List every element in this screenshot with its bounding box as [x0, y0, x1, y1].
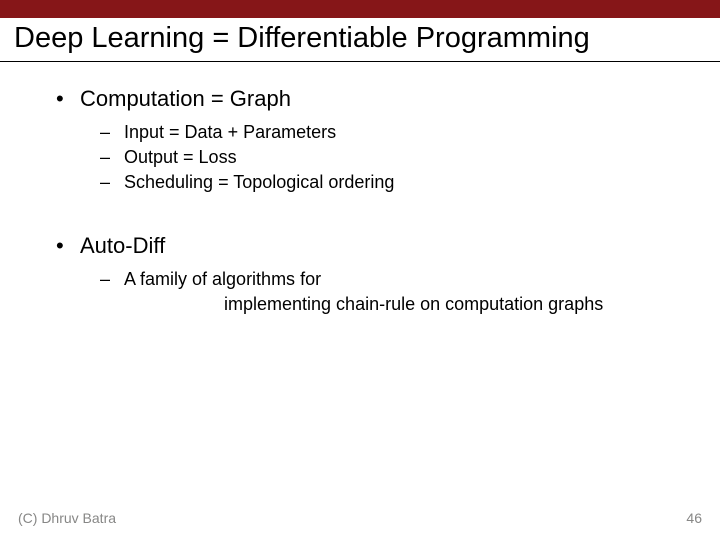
title-text: Deep Learning = Differentiable Programmi… — [14, 22, 590, 54]
copyright-text: (C) Dhruv Batra — [18, 510, 116, 526]
bullet-dot: • — [56, 233, 80, 259]
sub-item: –Input = Data + Parameters — [100, 122, 720, 143]
header-bar — [0, 0, 720, 18]
bullet-computation: •Computation = Graph — [0, 86, 720, 112]
sub-item: –Output = Loss — [100, 147, 720, 168]
sub-item: –Scheduling = Topological ordering — [100, 172, 720, 193]
sub-item-text: A family of algorithms for — [124, 269, 321, 289]
bullet-autodiff: •Auto-Diff — [0, 233, 720, 259]
footer: (C) Dhruv Batra 46 — [18, 510, 702, 526]
dash-icon: – — [100, 147, 124, 168]
dash-icon: – — [100, 172, 124, 193]
page-number: 46 — [686, 510, 702, 526]
dash-icon: – — [100, 269, 124, 290]
sub-item-continuation: implementing chain-rule on computation g… — [100, 294, 720, 315]
sub-item-text: Scheduling = Topological ordering — [124, 172, 394, 192]
sub-item: –A family of algorithms for — [100, 269, 720, 290]
sub-bullets-computation: –Input = Data + Parameters –Output = Los… — [0, 122, 720, 193]
bullet-dot: • — [56, 86, 80, 112]
bullet-heading: Computation = Graph — [80, 86, 291, 111]
dash-icon: – — [100, 122, 124, 143]
sub-item-text: Output = Loss — [124, 147, 237, 167]
bullet-heading: Auto-Diff — [80, 233, 165, 258]
sub-item-text: Input = Data + Parameters — [124, 122, 336, 142]
sub-item-text: implementing chain-rule on computation g… — [224, 294, 603, 314]
sub-bullets-autodiff: –A family of algorithms for implementing… — [0, 269, 720, 315]
slide-title: Deep Learning = Differentiable Programmi… — [0, 18, 720, 62]
